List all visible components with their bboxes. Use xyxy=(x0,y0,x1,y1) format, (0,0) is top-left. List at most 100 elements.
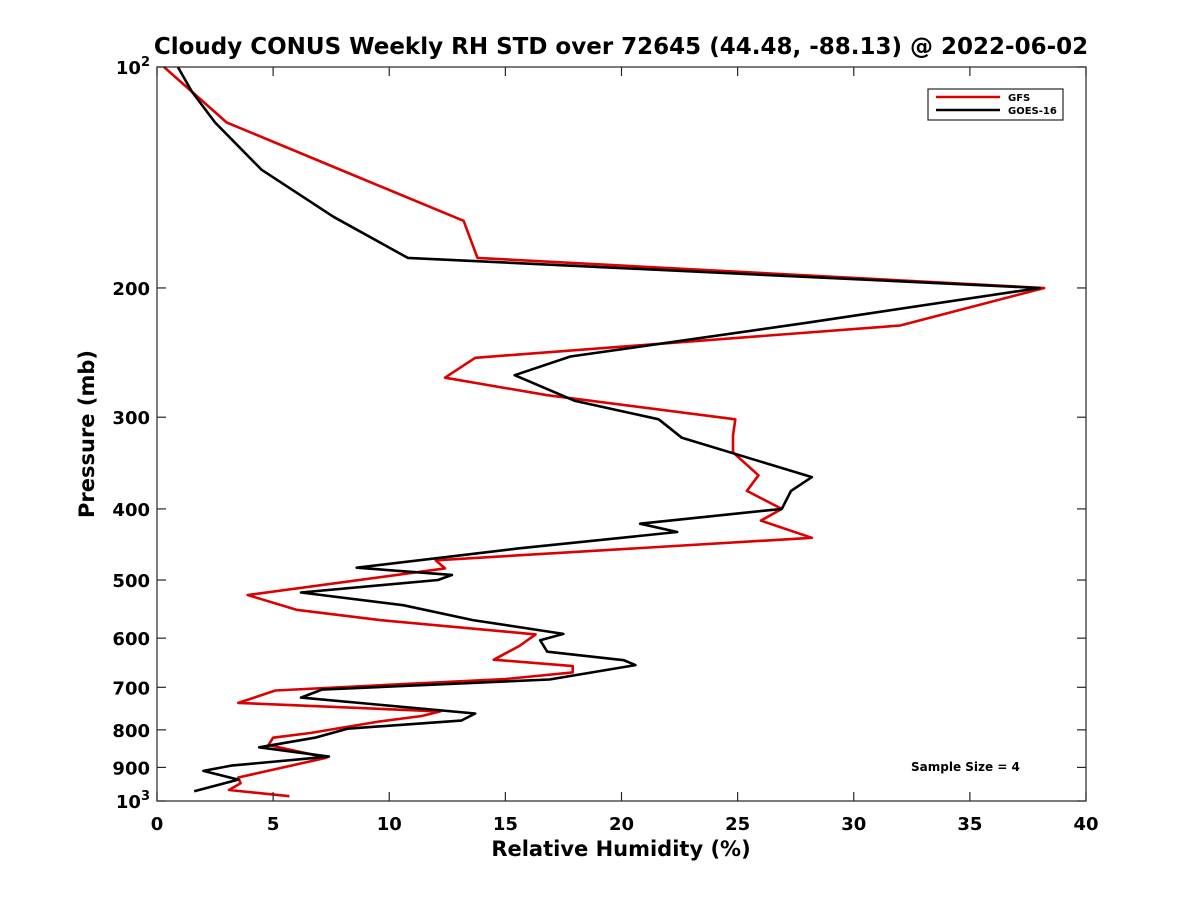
data-point-gfs-24 xyxy=(518,645,520,647)
data-point-goes16-27 xyxy=(546,651,548,653)
y-tick-label-3: 400 xyxy=(112,500,150,521)
data-point-gfs-8 xyxy=(444,377,446,379)
data-point-goes16-37 xyxy=(258,746,260,748)
y-tick-label-6: 700 xyxy=(112,678,150,699)
x-tick-label-3: 15 xyxy=(493,814,518,835)
data-point-goes16-1 xyxy=(191,90,193,92)
data-point-gfs-3 xyxy=(462,220,464,222)
data-point-gfs-33 xyxy=(379,720,381,722)
data-point-goes16-29 xyxy=(634,664,636,666)
data-point-goes16-42 xyxy=(193,790,195,792)
data-point-goes16-30 xyxy=(548,678,550,680)
data-point-gfs-35 xyxy=(272,737,274,739)
data-point-goes16-32 xyxy=(300,696,302,698)
data-point-goes16-24 xyxy=(472,619,474,621)
legend-label-gfs: GFS xyxy=(1008,93,1030,104)
data-point-gfs-14 xyxy=(746,490,748,492)
x-axis: 0 5 10 15 20 25 30 35 40 xyxy=(151,67,1099,835)
data-point-goes16-3 xyxy=(260,169,262,171)
data-point-gfs-10 xyxy=(734,418,736,420)
series-line-gfs xyxy=(163,66,1046,798)
data-point-goes16-31 xyxy=(321,688,323,690)
series-line-goes16 xyxy=(176,66,1041,793)
legend-box xyxy=(927,88,1064,121)
data-point-gfs-2 xyxy=(356,175,358,177)
data-point-gfs-13 xyxy=(757,474,759,476)
data-point-goes16-22 xyxy=(300,591,302,593)
x-tick-label-8: 40 xyxy=(1073,814,1098,835)
data-point-goes16-6 xyxy=(1038,287,1040,289)
data-point-gfs-20 xyxy=(246,594,248,596)
x-tick-label-1: 5 xyxy=(267,814,280,835)
data-point-gfs-19 xyxy=(444,567,446,569)
data-point-goes16-2 xyxy=(214,121,216,123)
data-point-goes16-20 xyxy=(451,574,453,576)
data-point-gfs-6 xyxy=(899,324,901,326)
y-tick-label-8: 900 xyxy=(112,758,150,779)
data-point-gfs-41 xyxy=(288,795,290,797)
data-point-gfs-1 xyxy=(226,121,228,123)
data-point-goes16-4 xyxy=(332,216,334,218)
y-tick-label-5: 600 xyxy=(112,629,150,650)
data-point-goes16-17 xyxy=(676,531,678,533)
data-point-gfs-27 xyxy=(572,671,574,673)
data-point-goes16-10 xyxy=(574,400,576,402)
data-point-goes16-16 xyxy=(639,523,641,525)
y-tick-label-4: 500 xyxy=(112,571,150,592)
data-point-gfs-30 xyxy=(237,702,239,704)
data-point-gfs-16 xyxy=(760,519,762,521)
y-tick-label-7: 800 xyxy=(112,721,150,742)
data-point-goes16-28 xyxy=(623,659,625,661)
data-point-goes16-14 xyxy=(790,490,792,492)
data-point-gfs-26 xyxy=(572,665,574,667)
data-point-gfs-4 xyxy=(476,257,478,259)
data-point-goes16-5 xyxy=(407,257,409,259)
x-tick-label-5: 25 xyxy=(725,814,750,835)
data-point-goes16-8 xyxy=(569,355,571,357)
data-point-goes16-11 xyxy=(658,418,660,420)
y-tick-label-0: 102 xyxy=(116,55,150,79)
data-point-gfs-25 xyxy=(493,659,495,661)
data-point-goes16-7 xyxy=(806,322,808,324)
data-point-gfs-29 xyxy=(274,689,276,691)
data-point-goes16-36 xyxy=(314,737,316,739)
data-point-goes16-33 xyxy=(474,712,476,714)
legend-label-goes16: GOES-16 xyxy=(1008,106,1057,117)
series-layer xyxy=(163,66,1046,798)
data-point-gfs-17 xyxy=(811,537,813,539)
data-point-goes16-9 xyxy=(514,374,516,376)
data-point-gfs-5 xyxy=(1043,287,1045,289)
data-point-gfs-21 xyxy=(295,609,297,611)
data-point-goes16-21 xyxy=(437,579,439,581)
data-point-goes16-41 xyxy=(237,778,239,780)
x-tick-label-7: 35 xyxy=(957,814,982,835)
data-point-goes16-25 xyxy=(562,633,564,635)
data-point-goes16-40 xyxy=(202,770,204,772)
x-tick-label-2: 10 xyxy=(377,814,402,835)
y-tick-label-2: 300 xyxy=(112,408,150,429)
x-axis-label: Relative Humidity (%) xyxy=(491,837,750,861)
sample-size-annotation: Sample Size = 4 xyxy=(911,760,1020,774)
data-point-goes16-23 xyxy=(402,604,404,606)
data-point-goes16-15 xyxy=(781,508,783,510)
data-point-gfs-40 xyxy=(228,789,230,791)
data-point-goes16-35 xyxy=(346,728,348,730)
data-point-gfs-32 xyxy=(421,715,423,717)
data-point-goes16-34 xyxy=(460,719,462,721)
y-axis-label: Pressure (mb) xyxy=(75,350,99,518)
data-point-goes16-39 xyxy=(230,764,232,766)
data-point-gfs-11 xyxy=(732,435,734,437)
data-point-gfs-22 xyxy=(379,619,381,621)
data-point-gfs-7 xyxy=(474,357,476,359)
data-point-goes16-12 xyxy=(681,437,683,439)
data-point-goes16-13 xyxy=(811,476,813,478)
y-tick-label-1: 200 xyxy=(112,279,150,300)
chart-title: Cloudy CONUS Weekly RH STD over 72645 (4… xyxy=(154,34,1088,60)
x-tick-label-0: 0 xyxy=(151,814,164,835)
legend: GFS GOES-16 xyxy=(927,88,1064,121)
data-point-gfs-34 xyxy=(309,732,311,734)
y-tick-label-9: 103 xyxy=(116,789,150,813)
x-tick-label-6: 30 xyxy=(841,814,866,835)
